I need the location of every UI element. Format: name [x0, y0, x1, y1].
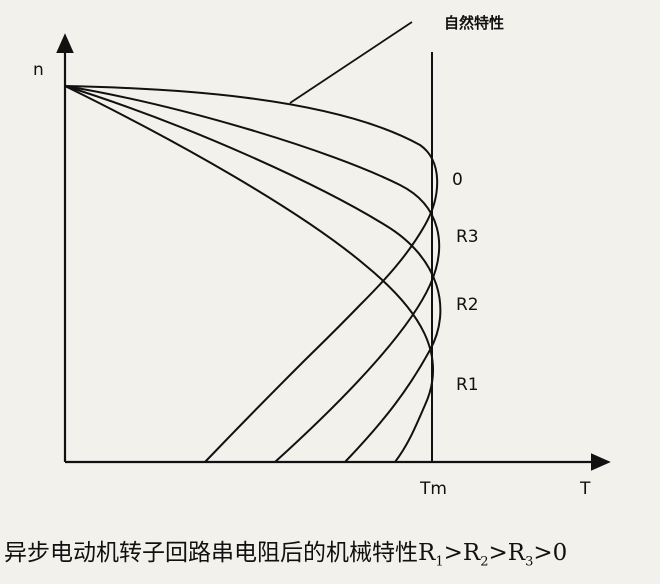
curve-r3-label: R3 — [456, 227, 479, 247]
natural-leader-line — [289, 21, 413, 104]
mechanical-characteristic-diagram: n T Tm 自然特性 0 R3 R2 R1 — [33, 14, 611, 499]
caption-gt-2: >R — [488, 540, 526, 566]
caption-gt-1: >R — [443, 540, 481, 566]
curve-r2 — [64, 85, 442, 463]
caption-sub-1: 1 — [435, 554, 444, 570]
caption-main: 异步电动机转子回路串电阻后的机械特性R — [4, 540, 436, 566]
natural-characteristic-label: 自然特性 — [444, 14, 504, 32]
curve-r3 — [64, 85, 441, 463]
tm-label: Tm — [419, 479, 447, 499]
y-axis-label: n — [33, 60, 44, 80]
curve-r1-label: R1 — [456, 375, 479, 395]
caption-sub-3: 3 — [525, 554, 534, 570]
caption-sub-2: 2 — [480, 554, 489, 570]
curve-0-label: 0 — [452, 170, 463, 190]
figure-caption: 异步电动机转子回路串电阻后的机械特性R1>R2>R3>0 — [4, 533, 656, 570]
curve-r2-label: R2 — [456, 295, 479, 315]
curve-0-natural — [64, 85, 439, 463]
curve-r1 — [64, 85, 434, 463]
caption-tail: >0 — [533, 540, 568, 566]
x-axis-label: T — [579, 479, 591, 499]
